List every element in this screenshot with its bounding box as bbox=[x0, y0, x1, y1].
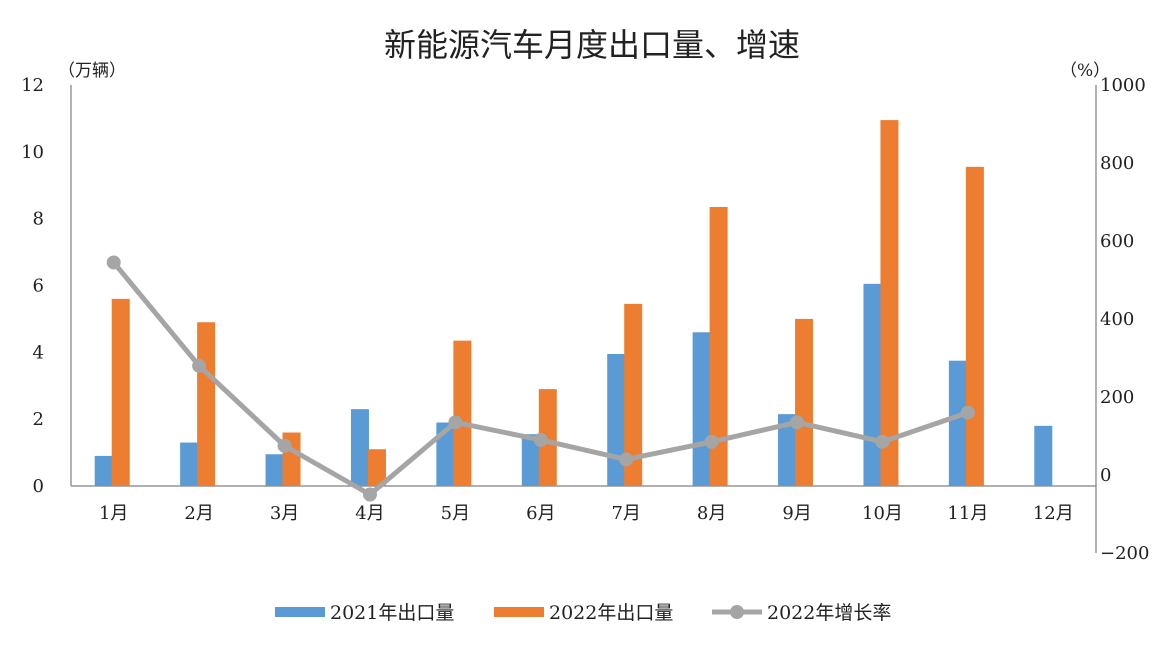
bar bbox=[265, 454, 284, 486]
bar bbox=[1034, 425, 1053, 486]
x-tick-label: 8月 bbox=[697, 503, 726, 524]
right-tick-label: 0 bbox=[1100, 465, 1111, 486]
right-axis-unit: （%） bbox=[1060, 61, 1110, 81]
line-point bbox=[277, 438, 292, 453]
bar bbox=[521, 434, 540, 486]
legend-label: 2022年出口量 bbox=[549, 602, 673, 624]
line-point bbox=[533, 432, 548, 447]
right-tick-label: 400 bbox=[1100, 309, 1134, 330]
right-tick-label: −200 bbox=[1100, 543, 1149, 564]
right-tick-label: 1000 bbox=[1100, 75, 1146, 96]
plot-area: 0 2 4 6 8 10 12 −200 0 200 400 600 800 1000 1月 2月 3月 4月 5月… bbox=[21, 75, 1149, 564]
right-tick-label: 600 bbox=[1100, 231, 1134, 252]
x-tick-label: 6月 bbox=[526, 503, 555, 524]
x-tick-label: 9月 bbox=[782, 503, 811, 524]
chart-title: 新能源汽车月度出口量、增速 bbox=[384, 26, 800, 64]
bar bbox=[880, 120, 899, 487]
left-tick-label: 8 bbox=[33, 209, 44, 230]
bar bbox=[948, 360, 967, 486]
line-point bbox=[448, 415, 463, 430]
bar bbox=[94, 455, 113, 486]
x-tick-label: 3月 bbox=[270, 503, 299, 524]
right-tick-label: 200 bbox=[1100, 387, 1134, 408]
left-tick-label: 10 bbox=[21, 142, 44, 163]
bar bbox=[180, 442, 199, 486]
bar bbox=[538, 389, 557, 486]
bar bbox=[692, 332, 711, 486]
bar bbox=[624, 303, 643, 486]
bar bbox=[709, 206, 728, 487]
x-tick-label: 5月 bbox=[441, 503, 470, 524]
x-tick-label: 1月 bbox=[99, 503, 128, 524]
bar bbox=[197, 322, 216, 486]
bar bbox=[863, 283, 882, 486]
left-tick-label: 4 bbox=[33, 342, 44, 363]
bar bbox=[965, 166, 984, 486]
x-tick-label: 7月 bbox=[611, 503, 640, 524]
bar bbox=[607, 354, 626, 486]
x-tick-label: 10月 bbox=[862, 503, 903, 524]
line-point bbox=[619, 452, 634, 467]
left-tick-label: 12 bbox=[21, 75, 44, 96]
left-tick-label: 2 bbox=[33, 409, 44, 430]
line-point bbox=[960, 405, 975, 420]
legend-swatch bbox=[275, 607, 325, 617]
legend-label: 2021年出口量 bbox=[330, 602, 454, 624]
x-tick-label: 4月 bbox=[355, 503, 384, 524]
x-tick-label: 2月 bbox=[184, 503, 213, 524]
left-axis-unit: （万辆） bbox=[58, 61, 126, 81]
line-point bbox=[875, 434, 890, 449]
bar bbox=[795, 318, 814, 486]
bar bbox=[350, 409, 369, 486]
line-point bbox=[192, 358, 207, 373]
legend-label: 2022年增长率 bbox=[767, 602, 891, 624]
bar bbox=[778, 414, 797, 486]
left-tick-label: 0 bbox=[33, 476, 44, 497]
line-point bbox=[790, 415, 805, 430]
line-point bbox=[106, 255, 121, 270]
left-tick-label: 6 bbox=[33, 276, 44, 297]
bar bbox=[436, 422, 455, 486]
x-tick-label: 12月 bbox=[1033, 503, 1074, 524]
line-point bbox=[362, 487, 377, 502]
bar bbox=[453, 340, 472, 486]
legend: 2021年出口量 2022年出口量 2022年增长率 bbox=[275, 602, 891, 624]
legend-swatch bbox=[494, 607, 544, 617]
bar bbox=[367, 449, 386, 486]
legend-marker bbox=[730, 605, 744, 619]
x-tick-label: 11月 bbox=[947, 503, 988, 524]
bar bbox=[111, 298, 130, 486]
line-point bbox=[704, 434, 719, 449]
right-tick-label: 800 bbox=[1100, 153, 1134, 174]
